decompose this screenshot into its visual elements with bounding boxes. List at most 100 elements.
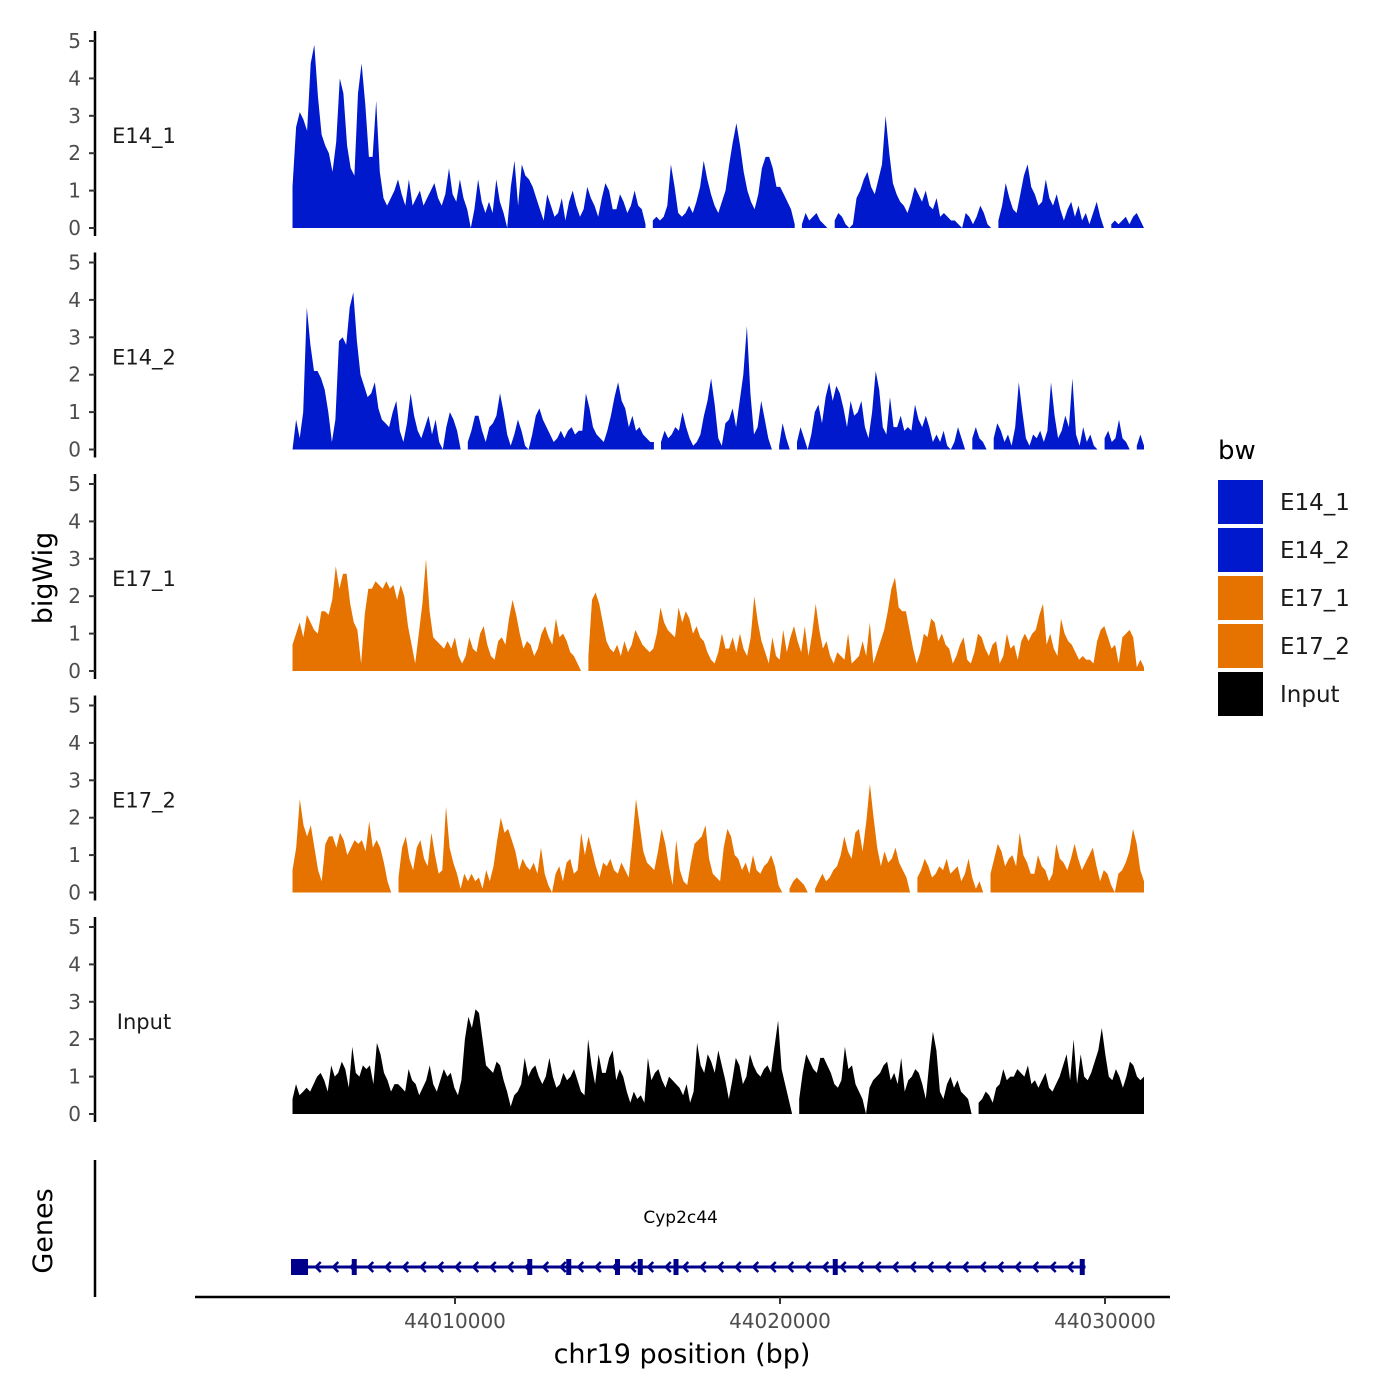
strand-arrow-mark xyxy=(698,1261,707,1273)
legend-swatch xyxy=(1218,528,1263,572)
strand-arrow-mark xyxy=(821,1261,830,1273)
legend-label: E17_1 xyxy=(1280,586,1350,612)
y-tick-label: 4 xyxy=(68,952,81,976)
coverage-area-E14_1 xyxy=(292,44,1144,229)
track-E17_1: 0 1 2 3 4 5 E17_1 xyxy=(68,472,1144,683)
legend-label: E17_2 xyxy=(1280,634,1350,660)
x-axis: 44010000 44020000 44030000 xyxy=(195,1295,1170,1333)
y-tick-label: 2 xyxy=(68,363,81,387)
strand-arrow-mark xyxy=(576,1261,585,1273)
gene-name-label: Cyp2c44 xyxy=(643,1208,718,1228)
x-tick-label: 44010000 xyxy=(404,1309,506,1333)
y-tick-label: 2 xyxy=(68,1027,81,1051)
strand-arrow-mark xyxy=(313,1261,322,1273)
coverage-area-E17_1 xyxy=(292,558,1144,671)
y-tick-label: 5 xyxy=(68,29,81,53)
legend-label: E14_1 xyxy=(1280,490,1350,516)
y-tick-label: 3 xyxy=(68,325,81,349)
track-label: E14_1 xyxy=(112,124,176,149)
legend-swatch xyxy=(1218,480,1263,524)
strand-arrow-mark xyxy=(873,1261,882,1273)
y-tick-label: 1 xyxy=(68,622,81,646)
track-label: Input xyxy=(117,1010,171,1034)
y-tick-label: 0 xyxy=(68,1102,81,1126)
coverage-area-Input xyxy=(292,1009,1144,1114)
strand-arrow-mark xyxy=(943,1261,952,1273)
y-tick-label: 2 xyxy=(68,584,81,608)
strand-arrow-mark xyxy=(681,1261,690,1273)
strand-arrow-mark xyxy=(558,1261,567,1273)
y-tick-label: 3 xyxy=(68,768,81,792)
strand-arrow-mark xyxy=(733,1261,742,1273)
strand-arrow-mark xyxy=(803,1261,812,1273)
strand-arrow-mark xyxy=(786,1261,795,1273)
x-axis-title: chr19 position (bp) xyxy=(554,1339,811,1370)
strand-arrow-mark xyxy=(401,1261,410,1273)
strand-arrow-mark xyxy=(908,1261,917,1273)
y-tick-label: 1 xyxy=(68,179,81,203)
legend: E14_1 E14_2 E17_1 E17_2 Input xyxy=(1218,480,1350,716)
strand-arrow-mark xyxy=(383,1261,392,1273)
strand-arrow-mark xyxy=(751,1261,760,1273)
track-E14_1: 0 1 2 3 4 5 E14_1 xyxy=(68,29,1144,240)
y-tick-label: 4 xyxy=(68,66,81,90)
strand-arrow-mark xyxy=(768,1261,777,1273)
y-tick-label: 2 xyxy=(68,141,81,165)
strand-arrow-mark xyxy=(1066,1261,1075,1273)
y-tick-label: 3 xyxy=(68,104,81,128)
strand-arrow-mark xyxy=(996,1261,1005,1273)
y-tick-label: 1 xyxy=(68,843,81,867)
y-tick-label: 5 xyxy=(68,472,81,496)
strand-arrow-mark xyxy=(418,1261,427,1273)
y-tick-label: 0 xyxy=(68,881,81,905)
strand-arrow-mark xyxy=(663,1261,672,1273)
gene-exon xyxy=(566,1259,572,1275)
gene-exon xyxy=(303,1259,308,1275)
strand-arrow-mark xyxy=(961,1261,970,1273)
track-Input: 0 1 2 3 4 5 Input xyxy=(68,915,1144,1126)
strand-arrow-mark xyxy=(1031,1261,1040,1273)
strand-arrow-mark xyxy=(366,1261,375,1273)
coverage-area-E17_2 xyxy=(292,784,1144,893)
y-tick-label: 4 xyxy=(68,509,81,533)
strand-arrow-mark xyxy=(716,1261,725,1273)
gene-exon xyxy=(673,1259,679,1275)
track-label: E14_2 xyxy=(112,346,176,371)
strand-arrow-mark xyxy=(506,1261,515,1273)
x-tick-label: 44030000 xyxy=(1054,1309,1156,1333)
gene-exon xyxy=(637,1259,643,1275)
y-tick-label: 0 xyxy=(68,438,81,462)
strand-arrow-mark xyxy=(628,1261,637,1273)
y-tick-label: 0 xyxy=(68,659,81,683)
strand-arrow-mark xyxy=(856,1261,865,1273)
y-tick-label: 1 xyxy=(68,400,81,424)
strand-arrow-mark xyxy=(488,1261,497,1273)
genes-panel-title: Genes xyxy=(28,1188,59,1273)
track-label: E17_1 xyxy=(112,567,176,592)
strand-arrow-mark xyxy=(453,1261,462,1273)
gene-exon xyxy=(832,1259,838,1275)
strand-arrow-mark xyxy=(593,1261,602,1273)
legend-title: bw xyxy=(1218,436,1256,466)
strand-arrow-mark xyxy=(891,1261,900,1273)
strand-arrow-mark xyxy=(646,1261,655,1273)
y-tick-label: 4 xyxy=(68,731,81,755)
y-tick-label: 4 xyxy=(68,288,81,312)
strand-arrow-mark xyxy=(331,1261,340,1273)
tracks-group: 0 1 2 3 4 5 E14_1 0 1 2 3 4 5 E14_2 0 1 2 3 4 5 E17_1 0 1 2 3 4 5 E… xyxy=(68,29,1144,1126)
legend-label: Input xyxy=(1280,682,1340,708)
gene-exon xyxy=(615,1259,620,1275)
y-tick-label: 0 xyxy=(68,216,81,240)
genes-panel: Cyp2c44 xyxy=(93,1160,1086,1297)
strand-arrow-mark xyxy=(1048,1261,1057,1273)
coverage-area-E14_2 xyxy=(292,292,1144,450)
legend-label: E14_2 xyxy=(1280,538,1350,564)
y-tick-label: 5 xyxy=(68,915,81,939)
y-tick-label: 1 xyxy=(68,1065,81,1089)
y-axis-title: bigWig xyxy=(28,532,59,625)
strand-arrow-mark xyxy=(471,1261,480,1273)
track-E17_2: 0 1 2 3 4 5 E17_2 xyxy=(68,694,1144,905)
x-tick-label: 44020000 xyxy=(729,1309,831,1333)
y-tick-label: 3 xyxy=(68,547,81,571)
